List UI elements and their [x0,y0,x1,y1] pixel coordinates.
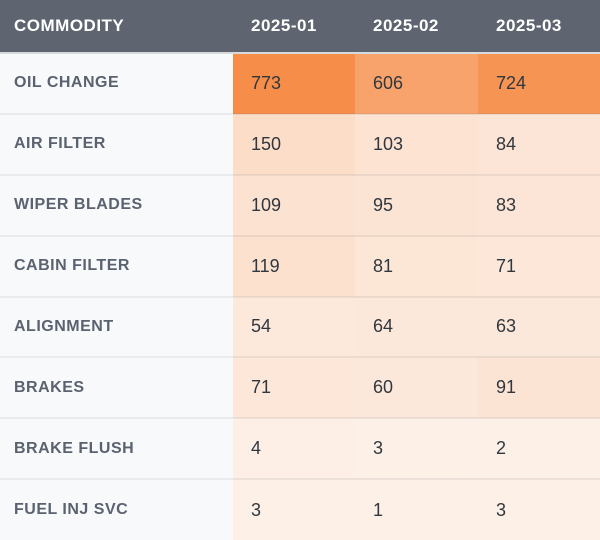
heatmap-cell: 64 [355,296,478,359]
heatmap-cell: 606 [355,53,478,115]
heatmap-cell: 60 [355,357,478,420]
heatmap-cell: 773 [233,53,355,115]
heatmap-cell: 150 [233,113,355,176]
heatmap-cell: 63 [478,296,600,359]
column-header-2025-02: 2025-02 [355,0,478,54]
column-header-2025-03: 2025-03 [478,0,600,54]
row-label: BRAKE FLUSH [0,418,233,481]
heatmap-cell: 54 [233,296,355,359]
column-header-commodity: COMMODITY [0,0,233,54]
heatmap-cell: 95 [355,174,478,237]
row-label: ALIGNMENT [0,296,233,359]
row-label: BRAKES [0,357,233,420]
row-label: FUEL INJ SVC [0,479,233,540]
row-label: WIPER BLADES [0,174,233,237]
row-label: OIL CHANGE [0,53,233,115]
heatmap-cell: 119 [233,235,355,298]
table-row-air-filter: AIR FILTER 150 103 84 [0,113,600,176]
table-row-brake-flush: BRAKE FLUSH 4 3 2 [0,418,600,481]
table-row-fuel-inj-svc: FUEL INJ SVC 3 1 3 [0,479,600,540]
heatmap-cell: 81 [355,235,478,298]
row-label: CABIN FILTER [0,235,233,298]
header-row: COMMODITY 2025-01 2025-02 2025-03 [0,0,600,54]
heatmap-cell: 3 [233,479,355,540]
heatmap-cell: 83 [478,174,600,237]
heatmap-cell: 1 [355,479,478,540]
heatmap-cell: 103 [355,113,478,176]
heatmap-cell: 4 [233,418,355,481]
table-row-cabin-filter: CABIN FILTER 119 81 71 [0,235,600,298]
row-label: AIR FILTER [0,113,233,176]
table-header: COMMODITY 2025-01 2025-02 2025-03 [0,0,600,54]
table-row-oil-change: OIL CHANGE 773 606 724 [0,53,600,115]
heatmap-cell: 109 [233,174,355,237]
table-body: OIL CHANGE 773 606 724 AIR FILTER 150 10… [0,53,600,540]
heatmap-cell: 2 [478,418,600,481]
heatmap-cell: 3 [478,479,600,540]
heatmap-cell: 71 [233,357,355,420]
heatmap-cell: 3 [355,418,478,481]
table-row-brakes: BRAKES 71 60 91 [0,357,600,420]
table-row-wiper-blades: WIPER BLADES 109 95 83 [0,174,600,237]
column-header-2025-01: 2025-01 [233,0,355,54]
heatmap-cell: 84 [478,113,600,176]
table-row-alignment: ALIGNMENT 54 64 63 [0,296,600,359]
heatmap-cell: 71 [478,235,600,298]
heatmap-cell: 724 [478,53,600,115]
heatmap-cell: 91 [478,357,600,420]
